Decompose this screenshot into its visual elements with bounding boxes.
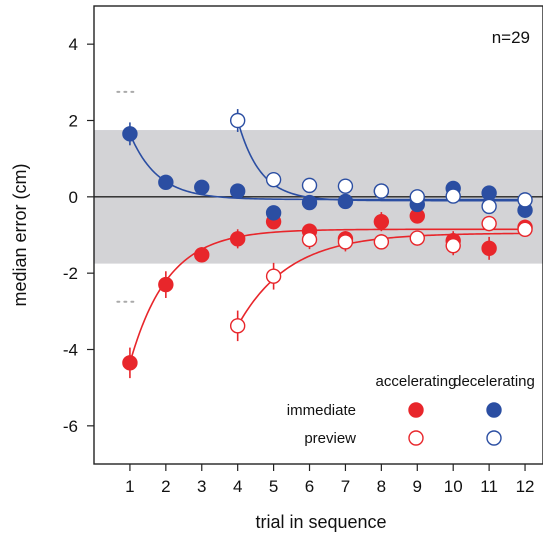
data-point-accelerating-immediate-11 [481,240,497,257]
fit-curve-decelerating-preview [236,120,526,202]
data-point-decelerating-preview-5 [265,171,282,188]
data-point-accelerating-preview-5 [265,268,282,284]
plot-frame [93,5,543,465]
x-axis-label: trial in sequence [255,512,386,532]
data-point-decelerating-preview-10 [445,188,461,204]
legend-marker-blue-immediate [486,402,502,418]
data-point-accelerating-preview-4 [229,318,246,334]
x-tick-label-10: 10 [444,477,463,496]
legend-marker-red-preview [408,430,424,446]
data-point-decelerating-preview-4 [229,112,246,129]
y-tick-label--2: -2 [63,264,78,283]
legend-row-preview: preview [304,430,356,447]
data-point-accelerating-preview-7 [337,234,354,250]
data-point-decelerating-preview-9 [409,189,425,205]
x-tick-label-7: 7 [341,477,350,496]
data-point-accelerating-preview-11 [481,215,497,232]
legend-col-decelerating: decelerating [453,373,535,390]
data-point-decelerating-preview-7 [337,178,354,194]
data-point-decelerating-immediate-1 [122,126,138,142]
legend-marker-blue-preview [486,430,502,446]
y-tick-label-2: 2 [69,112,78,131]
legend-marker-red-immediate [408,402,424,418]
legend-row-immediate: immediate [287,402,356,419]
data-point-decelerating-immediate-3 [194,179,210,195]
data-point-accelerating-immediate-4 [229,231,246,247]
data-point-decelerating-immediate-5 [265,205,282,221]
data-point-accelerating-immediate-2 [158,276,174,293]
data-point-accelerating-preview-9 [409,230,425,246]
x-tick-label-2: 2 [161,477,170,496]
x-tick-label-6: 6 [305,477,314,496]
x-tick-label-1: 1 [125,477,134,496]
legend-col-accelerating: accelerating [376,373,457,390]
x-tick-label-4: 4 [233,477,242,496]
data-point-accelerating-immediate-1 [122,355,138,371]
data-point-accelerating-preview-6 [301,231,318,248]
data-point-decelerating-preview-8 [373,183,390,199]
data-point-decelerating-preview-6 [301,177,318,194]
data-point-decelerating-immediate-2 [158,174,174,191]
y-tick-label--6: -6 [63,417,78,436]
y-tick-label-0: 0 [69,188,78,207]
x-tick-label-9: 9 [413,477,422,496]
x-tick-label-8: 8 [377,477,386,496]
y-tick-label--4: -4 [63,341,78,360]
data-point-decelerating-immediate-11 [481,185,497,201]
data-point-accelerating-preview-10 [445,237,461,254]
x-tick-label-11: 11 [480,477,498,496]
y-axis-label: median error (cm) [10,163,30,306]
data-point-accelerating-immediate-3 [194,247,210,263]
data-point-accelerating-preview-8 [373,234,390,250]
data-point-accelerating-preview-12 [517,221,533,237]
data-point-decelerating-immediate-6 [301,194,318,211]
x-tick-label-3: 3 [197,477,206,496]
x-tick-label-12: 12 [516,477,535,496]
data-point-decelerating-preview-12 [517,192,533,208]
data-point-decelerating-immediate-4 [229,183,246,199]
data-point-decelerating-preview-11 [481,198,497,215]
data-point-decelerating-immediate-7 [337,193,354,210]
data-point-accelerating-immediate-8 [373,213,390,230]
x-tick-label-5: 5 [269,477,278,496]
annotation: n=29 [492,28,530,47]
y-tick-label-4: 4 [69,35,78,54]
